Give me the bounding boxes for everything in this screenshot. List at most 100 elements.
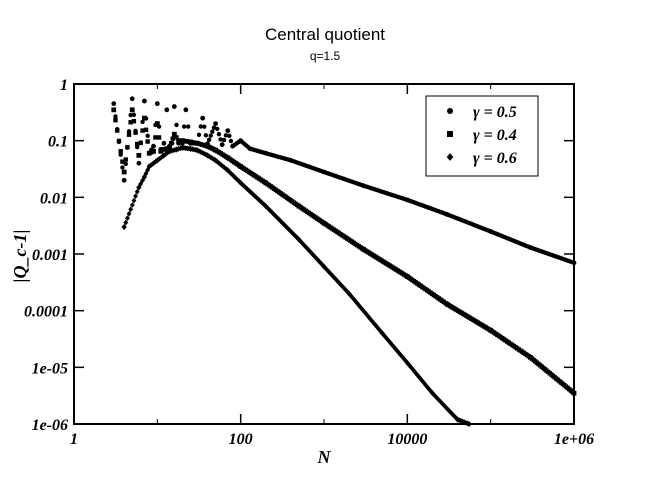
data-point [156,135,162,140]
data-point [276,216,282,223]
data-point [194,147,200,154]
data-point [233,175,239,182]
data-point [167,145,172,151]
data-point [206,137,212,142]
data-point [161,140,167,146]
data-point [231,173,237,180]
data-point [183,107,189,113]
y-tick-label: 1e-05 [32,360,68,377]
data-point [228,138,234,144]
data-point [289,229,295,236]
data-point [294,235,300,241]
data-point [406,362,412,368]
data-point [279,219,285,226]
data-point [121,169,127,175]
data-point [145,139,150,144]
legend-marker [446,153,454,161]
data-point [121,177,127,183]
data-point [176,146,181,152]
x-tick-label: 100 [229,431,253,448]
data-point [216,160,222,167]
data-point [293,233,299,240]
y-tick-label: 0.001 [32,247,68,264]
data-point [230,172,236,178]
data-point [433,393,439,400]
legend-marker [447,108,453,114]
data-point [215,126,220,132]
series-3 [121,144,472,428]
data-point [256,197,262,203]
data-point [129,202,135,208]
data-point [299,240,305,246]
data-point [134,188,140,195]
data-point [140,128,145,133]
legend-marker [447,131,453,137]
chart-title: Central quotient [265,25,385,44]
data-point [171,131,177,137]
data-point [339,283,345,290]
data-point [173,146,180,153]
data-point [118,152,123,157]
data-point [168,141,174,146]
data-point [141,173,148,180]
data-point [171,104,177,109]
series-2 [111,107,577,396]
data-point [388,340,394,346]
data-point [383,334,389,341]
data-point [143,127,149,133]
data-point [115,128,120,133]
data-point [151,143,156,149]
legend: γ = 0.5 γ = 0.4 γ = 0.6 [425,95,539,177]
data-point [363,310,369,317]
data-point [399,354,405,360]
data-point [131,197,137,204]
data-point [391,344,397,350]
data-point [116,138,122,144]
x-axis-label: N [317,447,332,467]
data-point [148,162,154,169]
data-point [386,338,392,344]
data-point [134,141,140,147]
data-point [291,231,297,238]
data-point [428,388,434,395]
data-point [133,193,139,200]
data-point [140,119,145,124]
data-point [216,131,222,137]
data-point [123,157,128,162]
data-point [225,128,231,134]
data-point [264,204,270,211]
y-tick-label: 1 [60,77,68,94]
data-point [268,208,274,214]
data-point [210,129,215,134]
legend-label: γ = 0.5 [473,104,517,121]
data-point [202,124,207,129]
data-point [418,376,424,382]
data-point [266,206,272,213]
data-point [158,154,164,161]
data-point [443,404,449,411]
data-point [408,364,414,370]
data-point [384,336,390,343]
data-point [218,137,223,142]
data-point [120,159,125,164]
data-point [223,133,229,138]
data-point [298,238,304,245]
data-point [398,352,404,358]
y-tick-label: 1e-06 [32,417,68,434]
data-point [436,397,442,404]
data-point [120,165,125,170]
data-point [196,132,202,138]
data-point [319,261,325,268]
data-point [227,133,232,139]
legend-label: γ = 0.4 [473,127,517,144]
data-point [409,366,415,372]
data-point [301,242,307,248]
data-point [376,326,382,333]
data-point [316,258,322,265]
data-point [308,249,314,256]
data-point [128,120,133,125]
data-point [145,133,150,139]
data-point [364,312,370,319]
data-point [278,218,284,225]
